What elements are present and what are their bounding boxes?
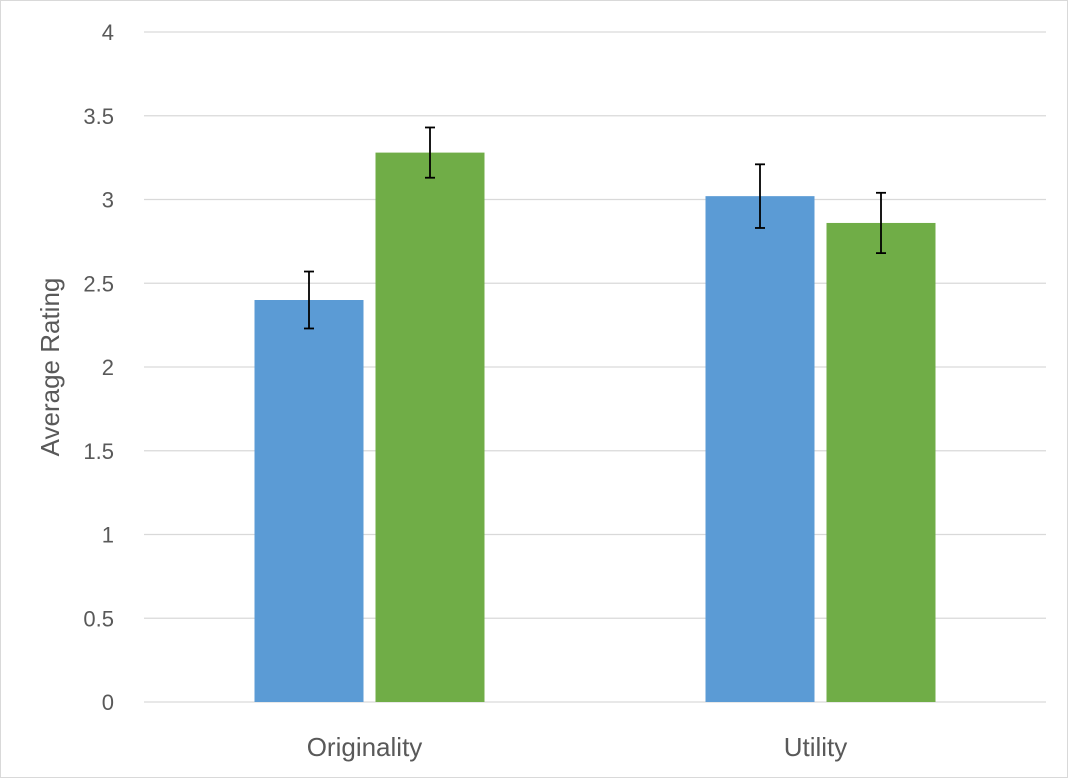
x-category-label: Originality [307,732,423,762]
y-tick-label: 1 [102,523,114,548]
error-bar [304,270,314,330]
x-category-label: Utility [784,732,848,762]
y-tick-label: 2.5 [83,271,114,296]
y-tick-label: 4 [102,20,114,45]
y-tick-label: 3 [102,188,114,213]
error-bar [755,163,765,229]
y-tick-label: 0.5 [83,606,114,631]
error-bar [876,191,886,255]
bars [254,152,936,703]
bar [826,222,936,702]
bar [705,196,815,702]
y-tick-label: 1.5 [83,439,114,464]
x-axis-labels: Originality Utility [307,732,848,762]
y-tick-label: 3.5 [83,104,114,129]
y-tick-label: 2 [102,355,114,380]
bar [254,300,364,702]
y-axis-title: Average Rating [35,278,65,457]
bar [375,152,485,703]
y-axis-ticks: 0 0.5 1 1.5 2 2.5 3 3.5 4 [83,20,114,715]
error-bars [304,126,886,330]
error-bar [425,126,435,179]
y-tick-label: 0 [102,690,114,715]
